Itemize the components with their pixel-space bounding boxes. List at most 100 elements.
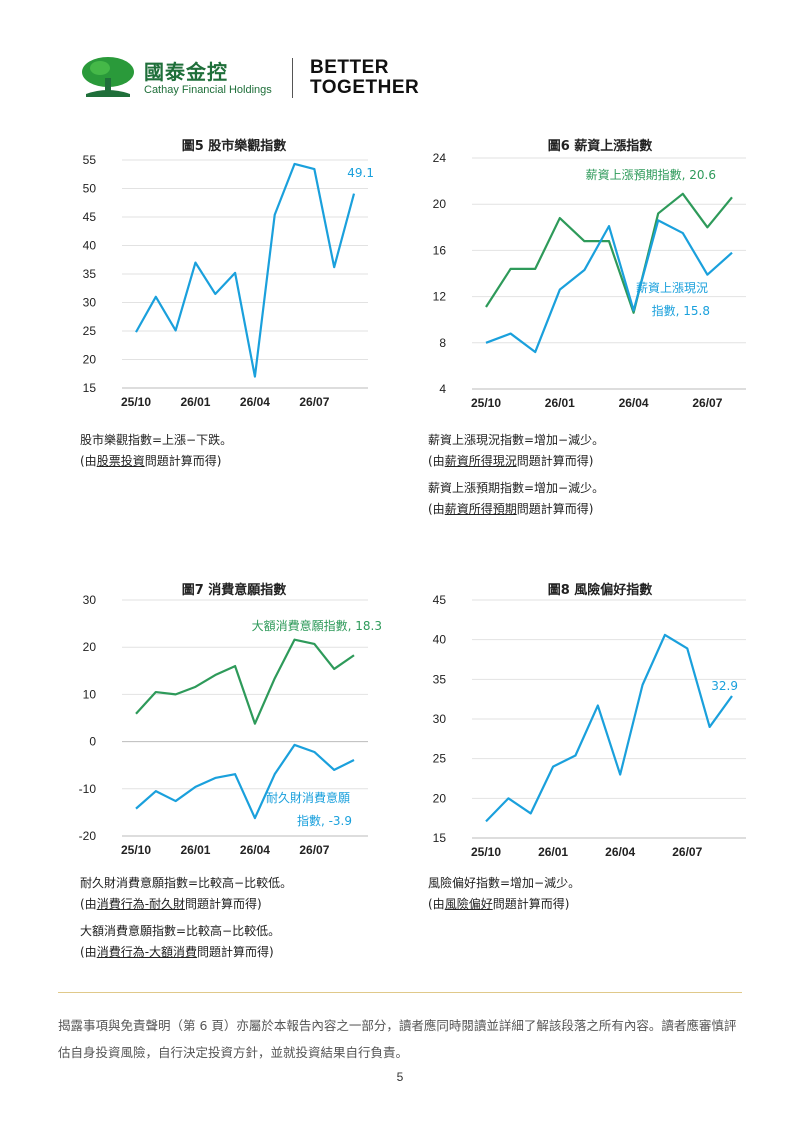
series-line	[135, 638, 355, 725]
x-tick-label: 26/01	[180, 395, 210, 409]
cathay-tree-logo-icon	[82, 57, 134, 97]
page-header: 國泰金控 Cathay Financial Holdings BETTER TO…	[80, 52, 480, 100]
chart-wage-increase: 圖6 薪資上漲指數 4 8 12 16 20 24 25/10 26/01 26/04 26/07 薪…	[433, 138, 746, 410]
y-tick-label: 0	[89, 735, 96, 749]
note-line: 薪資上漲預期指數=增加−減少。	[428, 481, 605, 495]
chart-consumption-willingness: 圖7 消費意願指數 -20 -10 0 10 20 30 25/10 26/01 26/04 26/…	[79, 582, 382, 857]
x-tick-label: 26/07	[299, 395, 329, 409]
disclaimer-text: 揭露事項與免責聲明（第 6 頁）亦屬於本報告內容之一部分，讀者應同時閱讀並詳細了…	[58, 1018, 737, 1060]
series-label: 薪資上漲預期指數, 20.6	[586, 167, 716, 182]
note-chart8: 風險偏好指數=增加−減少。 (由風險偏好問題計算而得)	[428, 873, 580, 915]
series-label: 指數, -3.9	[297, 813, 352, 828]
y-tick-label: 15	[433, 831, 447, 845]
chart-title: 圖8 風險偏好指數	[548, 582, 653, 598]
note-chart7: 耐久財消費意願指數=比較高−比較低。 (由消費行為-耐久財問題計算而得) 大額消費意…	[80, 873, 292, 963]
note-text: 問題計算而得)	[492, 897, 570, 911]
y-tick-label: 4	[439, 382, 446, 396]
brand-name-en: Cathay Financial Holdings	[144, 84, 272, 96]
y-tick-label: 45	[433, 593, 447, 607]
x-tick-label: 26/01	[180, 843, 210, 857]
note-line: (由股票投資問題計算而得)	[80, 451, 232, 472]
x-tick-label: 26/04	[605, 845, 635, 859]
x-tick-label: 25/10	[121, 395, 151, 409]
chart-risk-appetite: 圖8 風險偏好指數 15 20 25 30 35 40 45 25/10 26/01 26/04 26…	[433, 582, 746, 859]
x-tick-label: 26/04	[240, 843, 270, 857]
note-line: 耐久財消費意願指數=比較高−比較低。	[80, 876, 293, 890]
note-line: (由消費行為-大額消費問題計算而得)	[80, 942, 292, 963]
series-label: 耐久財消費意願	[266, 790, 350, 805]
note-underlined-term: 薪資所得現況	[444, 454, 517, 468]
y-tick-label: 15	[83, 381, 97, 395]
series-line	[135, 162, 356, 378]
y-tick-label: 20	[433, 197, 447, 211]
note-line: (由消費行為-耐久財問題計算而得)	[80, 894, 292, 915]
note-line: (由薪資所得現況問題計算而得)	[428, 451, 604, 472]
note-text: 問題計算而得)	[144, 454, 222, 468]
series-line	[485, 633, 733, 823]
y-tick-label: 20	[83, 353, 97, 367]
y-tick-label: 12	[433, 290, 447, 304]
series-label: 大額消費意願指數, 18.3	[252, 618, 382, 633]
y-tick-label: 50	[83, 182, 97, 196]
x-tick-label: 26/01	[545, 396, 575, 410]
note-text: (由	[428, 502, 445, 516]
note-text: 問題計算而得)	[197, 945, 274, 959]
slogan-logo: BETTER TOGETHER	[310, 58, 419, 98]
series-label: 薪資上漲現況	[636, 280, 708, 295]
x-tick-label: 25/10	[471, 845, 501, 859]
chart-title: 圖7 消費意願指數	[182, 582, 287, 598]
x-tick-label: 25/10	[471, 396, 501, 410]
note-text: 問題計算而得)	[516, 454, 594, 468]
note-underlined-term: 薪資所得預期	[444, 502, 517, 516]
y-tick-label: 10	[83, 687, 97, 701]
note-text: (由	[80, 454, 97, 468]
note-text: (由	[80, 897, 97, 911]
note-text: (由	[428, 897, 445, 911]
brand-name-cn: 國泰金控	[144, 60, 228, 84]
y-tick-label: 40	[83, 239, 97, 253]
y-tick-label: 8	[439, 336, 446, 350]
y-tick-label: -20	[79, 829, 97, 843]
note-line: 風險偏好指數=增加−減少。	[428, 876, 581, 890]
series-label: 32.9	[711, 679, 738, 693]
x-tick-label: 26/04	[240, 395, 270, 409]
slogan-line-1: BETTER	[310, 57, 389, 78]
y-tick-label: 35	[83, 267, 97, 281]
chart-title: 圖6 薪資上漲指數	[548, 138, 653, 154]
chart-stock-optimism: 圖5 股市樂觀指數 15 20 25 30 35 40 45 50 55 25/10 26/01 26/…	[83, 138, 374, 409]
y-tick-label: 40	[433, 633, 447, 647]
y-tick-label: 25	[433, 752, 447, 766]
note-chart6: 薪資上漲現況指數=增加−減少。 (由薪資所得現況問題計算而得) 薪資上漲預期指數=增…	[428, 430, 604, 520]
note-line: (由風險偏好問題計算而得)	[428, 894, 580, 915]
y-tick-label: -10	[79, 782, 97, 796]
series-line	[135, 743, 355, 820]
note-text: 問題計算而得)	[516, 502, 594, 516]
footer-divider	[58, 992, 742, 993]
note-underlined-term: 消費行為-大額消費	[96, 945, 198, 959]
y-tick-label: 20	[83, 640, 97, 654]
y-tick-label: 55	[83, 153, 97, 167]
y-tick-label: 16	[433, 243, 447, 257]
y-tick-label: 24	[433, 151, 447, 165]
note-line: 股市樂觀指數=上漲−下跌。	[80, 433, 233, 447]
note-text: 問題計算而得)	[185, 897, 262, 911]
page-number: 5	[396, 1070, 404, 1084]
note-text: (由	[80, 945, 97, 959]
series-label: 49.1	[347, 166, 374, 180]
y-tick-label: 30	[83, 296, 97, 310]
chart-title: 圖5 股市樂觀指數	[182, 138, 287, 154]
x-tick-label: 26/07	[299, 843, 329, 857]
note-underlined-term: 股票投資	[96, 454, 145, 468]
y-tick-label: 30	[83, 593, 97, 607]
x-tick-label: 26/04	[619, 396, 649, 410]
y-tick-label: 20	[433, 791, 447, 805]
note-underlined-term: 風險偏好	[444, 897, 493, 911]
note-line: 大額消費意願指數=比較高−比較低。	[80, 924, 281, 938]
y-tick-label: 30	[433, 712, 447, 726]
series-label: 指數, 15.8	[652, 303, 710, 318]
y-tick-label: 45	[83, 210, 97, 224]
note-line: (由薪資所得預期問題計算而得)	[428, 499, 604, 520]
note-underlined-term: 消費行為-耐久財	[96, 897, 186, 911]
x-tick-label: 25/10	[121, 843, 151, 857]
x-tick-label: 26/07	[672, 845, 702, 859]
